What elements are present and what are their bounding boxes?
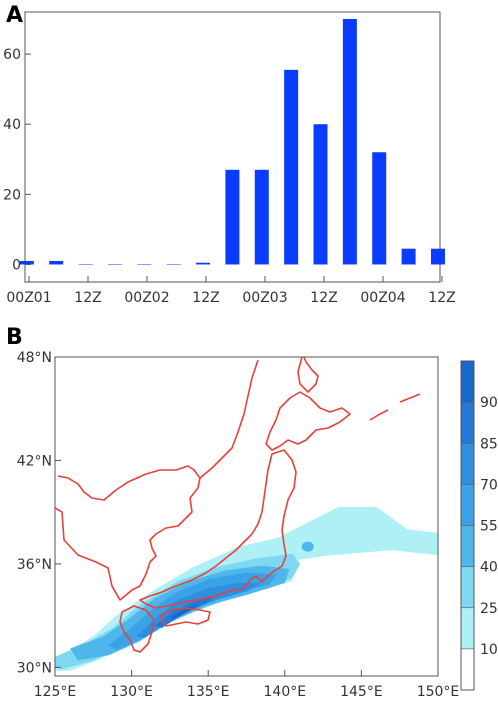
colorbar-label: 85 [480,436,498,452]
latitude-label: 42°N [17,453,52,469]
colorbar-swatch [461,648,474,690]
x-tick-label: 00Z04 [360,290,405,306]
latitude-label: 30°N [17,660,52,676]
bar-chart-frame [24,11,441,283]
x-tick-label: 12Z [192,290,219,306]
bar [78,264,93,265]
bar [254,169,269,265]
contour-fills [55,507,438,671]
colorbar-label: 90 [480,395,498,411]
y-tick-label: 60 [3,47,21,63]
longitude-label: 130°E [110,684,153,700]
panel-b-label: B [6,325,23,350]
y-tick-label: 20 [3,187,21,203]
x-tick-label: 12Z [310,290,337,306]
coastline-honshu [139,449,297,609]
coastline-kurils [369,393,421,421]
bar-chart: 0 20 40 60 00Z01 12Z 00Z02 12Z 00Z03 12Z 00Z04 12Z [3,11,456,306]
bar [19,260,34,265]
latitude-label: 48°N [17,350,52,366]
coastline-shikoku [159,607,211,627]
contour-level [301,541,314,552]
longitude-label: 145°E [340,684,383,700]
x-tick-label: 00Z03 [242,290,287,306]
bar [401,248,416,265]
bar [430,248,445,265]
longitude-label: 135°E [187,684,230,700]
colorbar-swatch [461,361,474,403]
x-tick-label: 00Z01 [6,290,51,306]
contour-level [136,582,262,639]
colorbar-label: 25 [480,601,498,617]
y-tick-label: 0 [12,257,21,273]
x-tick-label: 00Z02 [124,290,169,306]
colorbar-swatch [461,525,474,567]
map-frame [54,356,439,677]
bar [166,264,181,265]
longitude-label: 125°E [34,684,77,700]
colorbar-label: 10 [480,642,498,658]
panel-a-label: A [6,3,23,28]
coastline-russia [199,359,259,479]
x-tick-label: 12Z [74,290,101,306]
map-axes: 125°E 130°E 135°E 140°E 145°E 150°E 30°N 36°N 42… [17,350,460,700]
bar [49,260,64,265]
coastline [55,357,421,653]
y-axis: 0 20 40 60 [3,47,31,273]
colorbar-label: 55 [480,519,498,535]
bar [137,264,152,265]
longitude-label: 140°E [264,684,307,700]
bar [372,152,387,265]
bar [196,262,211,265]
filled-contour-map: 125°E 130°E 135°E 140°E 145°E 150°E 30°N 36°N 42… [17,350,460,700]
coastline-hokkaido [265,391,351,451]
colorbar-label: 40 [480,560,498,576]
x-tick-label: 12Z [428,290,455,306]
coastline-kyushu [119,605,155,653]
latitude-label: 36°N [17,557,52,573]
coastline-mainland [55,465,201,601]
colorbar-label: 70 [480,477,498,493]
colorbar-swatch [461,566,474,608]
bar [225,169,240,265]
coastline-sakhalin [297,357,319,393]
bar [342,19,357,265]
bar [107,264,122,265]
longitude-label: 150°E [417,684,460,700]
colorbar-swatch [461,443,474,485]
x-axis: 00Z01 12Z 00Z02 12Z 00Z03 12Z 00Z04 12Z [6,276,456,306]
bar [284,69,299,265]
colorbar-swatch [461,607,474,649]
colorbar: 10 25 40 55 70 85 90 [460,360,498,691]
bar [313,124,328,265]
bar-series [19,19,445,265]
colorbar-swatch [461,484,474,526]
colorbar-swatch [461,402,474,444]
y-tick-label: 40 [3,117,21,133]
